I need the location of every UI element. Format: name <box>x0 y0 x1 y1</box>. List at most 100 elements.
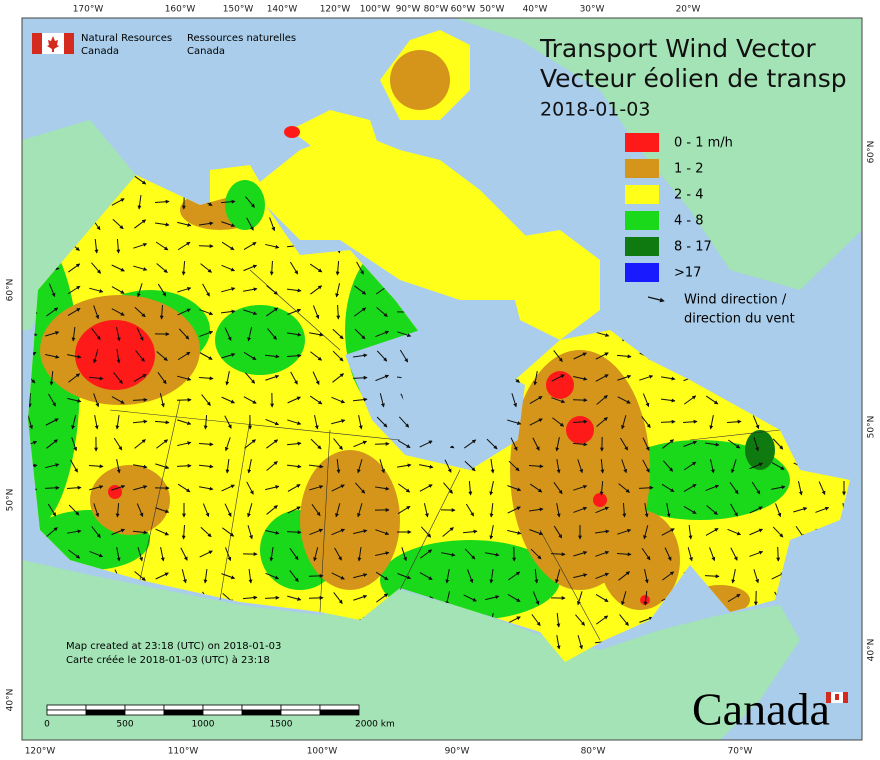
wind-arrow <box>332 373 345 383</box>
wind-arrow <box>573 484 588 491</box>
wind-arrow <box>177 419 192 426</box>
wind-arrow <box>354 307 367 317</box>
wind-arrow <box>529 396 543 404</box>
wind-arrow <box>616 354 632 359</box>
wind-arrow <box>397 573 412 580</box>
wind-arrow <box>47 503 57 517</box>
wind-arrow <box>312 371 320 385</box>
wind-arrow <box>111 396 125 404</box>
wind-arrow <box>267 328 277 340</box>
wind-arrow <box>135 350 145 362</box>
wind-arrow <box>222 527 235 537</box>
title-block: Transport Wind Vector Vecteur éolien de … <box>539 34 847 121</box>
wind-arrow <box>511 393 518 408</box>
wind-arrow <box>177 287 192 293</box>
wind-arrow <box>619 437 629 451</box>
wind-arrow <box>113 437 123 451</box>
wind-arrow <box>641 416 651 429</box>
wind-arrow <box>160 547 165 562</box>
wind-arrow <box>136 503 144 518</box>
scale-segment <box>124 709 165 716</box>
wind-arrow <box>551 397 566 404</box>
wind-arrow <box>313 547 319 562</box>
map-area <box>22 18 862 740</box>
wind-arrow <box>155 572 169 580</box>
wind-arrow <box>45 418 59 426</box>
wind-arrow <box>775 503 782 518</box>
scale-segment <box>241 704 282 711</box>
wind-arrow <box>155 507 170 514</box>
scale-segment <box>85 709 126 716</box>
wind-arrow <box>555 437 560 452</box>
graticule-label: 80°W <box>581 747 606 757</box>
wind-arrow <box>336 304 341 320</box>
wind-arrow <box>375 571 389 581</box>
wind-arrow <box>332 350 344 362</box>
wind-arrow <box>331 396 346 404</box>
wind-arrow <box>490 459 495 474</box>
wind-arrow <box>136 283 143 298</box>
wind-arrow <box>156 439 169 449</box>
graticule-label: 40°N <box>6 689 16 712</box>
wind-arrow <box>309 485 324 491</box>
legend-label: Wind direction / <box>684 293 787 308</box>
wind-arrow <box>617 374 632 381</box>
wind-arrow <box>88 376 104 381</box>
wind-arrow <box>46 307 59 317</box>
wind-arrow <box>331 419 346 425</box>
credits: Map created at 23:18 (UTC) on 2018-01-03… <box>66 641 281 666</box>
wind-arrow <box>71 326 76 342</box>
wind-arrow <box>225 371 230 386</box>
wind-arrow <box>245 196 255 208</box>
wind-arrow <box>684 395 697 405</box>
wind-arrow <box>599 480 604 496</box>
wind-arrow <box>397 440 411 448</box>
wind-arrow <box>331 528 346 536</box>
legend-swatch <box>625 185 659 204</box>
wind-arrow <box>289 570 299 583</box>
legend-label: >17 <box>674 266 701 281</box>
wind-arrow <box>753 569 760 584</box>
wind-arrow <box>709 415 714 430</box>
wind-zone <box>546 371 574 399</box>
wind-arrow <box>159 304 164 320</box>
wind-arrow <box>154 199 170 204</box>
scale-label: 2000 km <box>355 720 395 730</box>
graticule-label: 40°N <box>867 639 877 662</box>
wind-arrow <box>727 593 741 603</box>
wind-arrow <box>156 263 168 273</box>
wind-arrow <box>442 527 454 537</box>
scale-bar: 0 500 1000 1500 2000 km <box>44 704 395 730</box>
wind-arrow <box>507 485 522 492</box>
wind-arrow <box>177 483 191 493</box>
wind-arrow <box>266 439 279 449</box>
wind-arrow <box>286 530 302 535</box>
wind-arrow <box>224 327 232 341</box>
wind-arrow <box>486 438 498 450</box>
wind-arrow <box>815 506 830 513</box>
wind-arrow <box>334 547 342 561</box>
wind-arrow <box>352 375 368 380</box>
legend-swatch <box>625 211 659 230</box>
scale-label: 1000 <box>192 720 215 730</box>
wind-arrow <box>91 328 101 341</box>
wind-arrow <box>116 547 121 562</box>
legend-label: 2 - 4 <box>674 188 704 203</box>
wind-arrow <box>727 528 742 536</box>
wind-arrow <box>154 420 170 425</box>
wind-arrow <box>314 415 319 430</box>
wind-arrow <box>265 374 280 381</box>
wind-arrow <box>111 286 125 294</box>
wind-arrow <box>45 463 60 469</box>
wind-arrow <box>508 460 520 472</box>
borders <box>109 269 781 641</box>
wind-arrow <box>644 569 649 584</box>
scale-label: 500 <box>116 720 133 730</box>
wind-arrow <box>401 547 408 562</box>
wind-arrow <box>44 485 60 490</box>
org-fr: Ressources naturelles <box>187 33 296 44</box>
wind-arrow <box>200 263 212 273</box>
wind-arrow <box>225 458 230 474</box>
wind-arrow <box>132 397 148 402</box>
wind-arrow <box>621 415 627 430</box>
